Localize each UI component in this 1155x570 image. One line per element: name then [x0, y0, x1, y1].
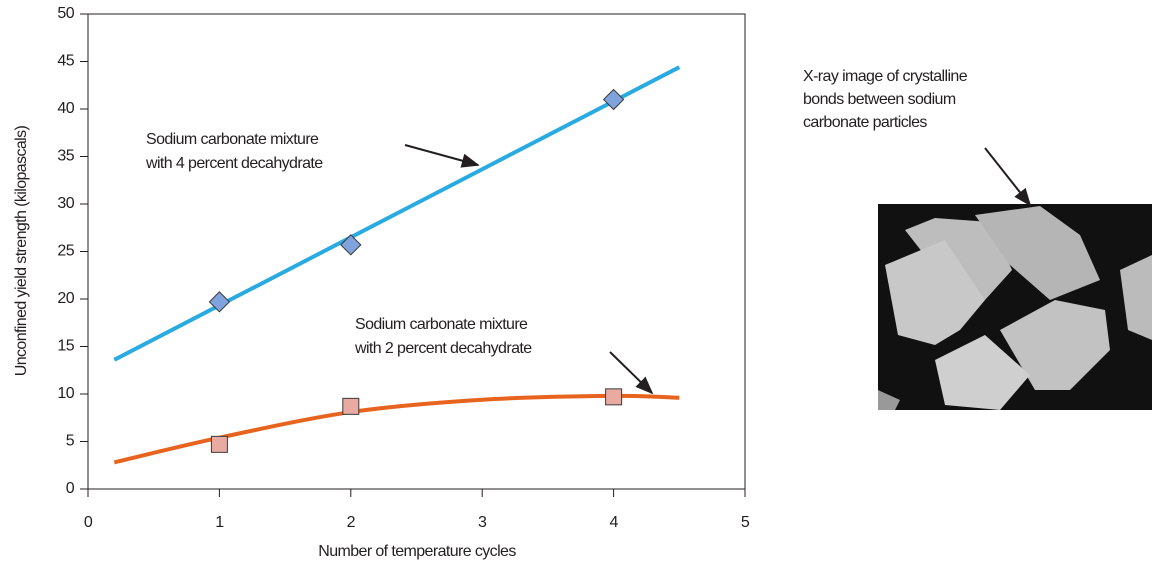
x-tick-label: 1: [215, 514, 224, 531]
y-tick-label: 40: [57, 100, 74, 117]
y-tick-label: 30: [57, 195, 74, 212]
fit-line: [114, 396, 679, 463]
annotation: with 4 percent decahydrate: [145, 155, 323, 172]
square-marker: [343, 398, 359, 414]
square-marker: [211, 436, 227, 452]
annotation: Sodium carbonate mixture: [146, 131, 319, 148]
square-marker: [606, 389, 622, 405]
x-tick-label: 5: [741, 514, 750, 531]
x-tick-label: 2: [347, 514, 356, 531]
annotation: Sodium carbonate mixture: [355, 316, 528, 333]
x-axis-label: Number of temperature cycles: [318, 543, 516, 560]
annotation: with 2 percent decahydrate: [354, 340, 532, 357]
y-tick-label: 50: [57, 5, 74, 22]
x-tick-label: 4: [609, 514, 618, 531]
xray-image: [878, 204, 1152, 410]
y-tick-label: 10: [57, 385, 74, 402]
image-caption: bonds between sodium: [803, 91, 956, 108]
annotation-arrow: [405, 145, 478, 165]
x-tick-label: 0: [84, 514, 93, 531]
image-caption: carbonate particles: [803, 114, 927, 131]
image-caption: X-ray image of crystalline: [803, 68, 968, 85]
y-tick-label: 0: [66, 480, 75, 497]
x-tick-label: 3: [478, 514, 487, 531]
y-tick-label: 20: [57, 290, 74, 307]
y-tick-label: 45: [57, 53, 74, 70]
chart: Number of temperature cycles Unconfined …: [0, 0, 1155, 570]
annotation-arrow: [610, 352, 652, 393]
y-tick-label: 15: [57, 338, 74, 355]
y-tick-label: 35: [57, 148, 74, 165]
y-axis-label: Unconfined yield strength (kilopascals): [13, 125, 30, 376]
y-tick-label: 25: [57, 243, 74, 260]
y-tick-label: 5: [66, 433, 75, 450]
diamond-marker: [341, 235, 361, 255]
caption-arrow: [985, 148, 1030, 205]
